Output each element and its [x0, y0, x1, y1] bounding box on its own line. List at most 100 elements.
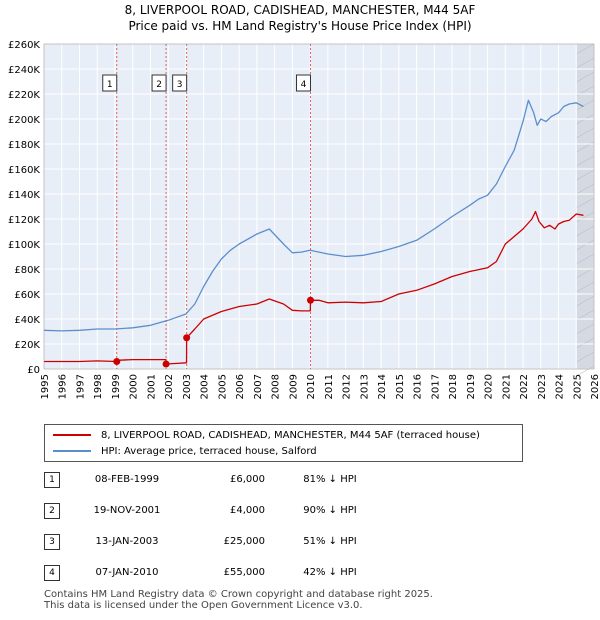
footer: Contains HM Land Registry data © Crown c…: [44, 589, 433, 611]
legend-swatch-property: [53, 434, 91, 436]
sale-row: 4 07-JAN-2010 £55,000 42% ↓ HPI: [0, 565, 600, 585]
forecast-hatch: [576, 239, 595, 251]
legend-item-property: 8, LIVERPOOL ROAD, CADISHEAD, MANCHESTER…: [53, 428, 480, 442]
x-tick-label: 2007: [253, 374, 264, 399]
sale-marker-label: 2: [156, 80, 162, 90]
forecast-hatch: [576, 365, 595, 377]
sale-marker-box: [295, 74, 311, 92]
sale-point: [306, 296, 314, 304]
forecast-hatch: [576, 183, 595, 195]
x-tick-label: 2008: [271, 374, 282, 399]
forecast-hatch: [576, 43, 595, 55]
forecast-hatch: [576, 309, 595, 321]
y-tick-label: £80K: [14, 265, 40, 276]
x-tick-label: 2022: [519, 374, 530, 399]
forecast-hatch: [576, 337, 595, 349]
x-tick-label: 1995: [40, 374, 51, 399]
y-tick-label: £0: [27, 365, 40, 376]
x-tick-label: 2014: [377, 374, 388, 399]
forecast-hatch: [576, 281, 595, 293]
x-tick-label: 2003: [182, 374, 193, 399]
x-tick-label: 2012: [342, 374, 353, 399]
sale-number: 3: [44, 534, 60, 550]
x-tick-label: 2017: [430, 374, 441, 399]
sale-price: £25,000: [223, 536, 265, 547]
sale-date: 13-JAN-2003: [95, 536, 159, 547]
x-tick-label: 2004: [200, 374, 211, 399]
x-tick-label: 2025: [572, 374, 583, 399]
y-tick-label: £200K: [8, 115, 40, 126]
legend: 8, LIVERPOOL ROAD, CADISHEAD, MANCHESTER…: [44, 424, 523, 462]
footer-licence: This data is licensed under the Open Gov…: [44, 600, 363, 611]
sale-marker-box: [102, 74, 118, 92]
x-tick-label: 2019: [466, 374, 477, 399]
x-tick-label: 2026: [590, 374, 600, 399]
x-tick-label: 1998: [93, 374, 104, 399]
x-tick-label: 2009: [288, 374, 299, 399]
forecast-hatch: [576, 267, 595, 279]
forecast-hatch: [576, 211, 595, 223]
y-tick-label: £40K: [14, 315, 40, 326]
x-tick-label: 2020: [484, 374, 495, 399]
x-tick-label: 2010: [306, 374, 317, 399]
y-tick-label: £120K: [8, 215, 40, 226]
x-tick-label: 2015: [395, 374, 406, 399]
sale-date: 07-JAN-2010: [95, 567, 159, 578]
sale-point: [183, 334, 191, 342]
y-tick-label: £140K: [8, 190, 40, 201]
y-tick-label: £60K: [14, 290, 40, 301]
legend-swatch-hpi: [53, 450, 91, 452]
y-tick-label: £220K: [8, 90, 40, 101]
forecast-hatch: [576, 225, 595, 237]
sale-number: 2: [44, 503, 60, 519]
sale-hpi-diff: 81% ↓ HPI: [303, 474, 357, 485]
forecast-hatch: [576, 169, 595, 181]
x-tick-label: 2023: [537, 374, 548, 399]
x-tick-label: 2006: [235, 374, 246, 399]
sale-row: 3 13-JAN-2003 £25,000 51% ↓ HPI: [0, 534, 600, 554]
sale-point: [162, 360, 170, 368]
forecast-hatch: [576, 295, 595, 307]
legend-item-hpi: HPI: Average price, terraced house, Salf…: [53, 444, 317, 458]
sale-hpi-diff: 90% ↓ HPI: [303, 505, 357, 516]
sale-marker-label: 3: [177, 80, 183, 90]
x-tick-label: 1997: [75, 374, 86, 399]
sale-price: £6,000: [230, 474, 265, 485]
x-tick-label: 2024: [555, 374, 566, 399]
sale-price: £4,000: [230, 505, 265, 516]
x-tick-label: 2021: [501, 374, 512, 399]
price-chart: 1 2 3 4 £0 £20K £40K £60K £80K £100K £120K £140K £1…: [8, 40, 600, 399]
x-tick-label: 2001: [146, 374, 157, 399]
sale-hpi-diff: 42% ↓ HPI: [303, 567, 357, 578]
x-tick-label: 1996: [58, 374, 69, 399]
sale-hpi-diff: 51% ↓ HPI: [303, 536, 357, 547]
plot-area: [44, 44, 594, 369]
footer-copyright: Contains HM Land Registry data © Crown c…: [44, 589, 433, 600]
y-tick-label: £160K: [8, 165, 40, 176]
property-price-line: [44, 210, 584, 365]
sale-row: 1 08-FEB-1999 £6,000 81% ↓ HPI: [0, 472, 600, 492]
forecast-hatch: [576, 99, 595, 111]
x-tick-label: 1999: [111, 374, 122, 399]
y-tick-label: £260K: [8, 40, 40, 51]
forecast-hatch: [576, 351, 595, 363]
forecast-hatch: [576, 71, 595, 83]
sale-date: 19-NOV-2001: [93, 505, 161, 516]
legend-label-property: 8, LIVERPOOL ROAD, CADISHEAD, MANCHESTER…: [101, 429, 480, 441]
forecast-hatch: [576, 155, 595, 167]
forecast-hatch: [576, 57, 595, 69]
forecast-hatch: [576, 127, 595, 139]
sale-row: 2 19-NOV-2001 £4,000 90% ↓ HPI: [0, 503, 600, 523]
sale-number: 1: [44, 472, 60, 488]
chart-subtitle: Price paid vs. HM Land Registry's House …: [128, 19, 472, 33]
x-tick-label: 2016: [413, 374, 424, 399]
y-tick-label: £100K: [8, 240, 40, 251]
x-tick-label: 2002: [164, 374, 175, 399]
sale-date: 08-FEB-1999: [94, 474, 160, 485]
x-tick-label: 2018: [448, 374, 459, 399]
sale-marker-label: 1: [107, 80, 113, 90]
x-tick-label: 2005: [217, 374, 228, 399]
sale-marker-box: [151, 74, 167, 92]
sale-marker-label: 4: [301, 80, 307, 90]
forecast-hatch: [576, 253, 595, 265]
